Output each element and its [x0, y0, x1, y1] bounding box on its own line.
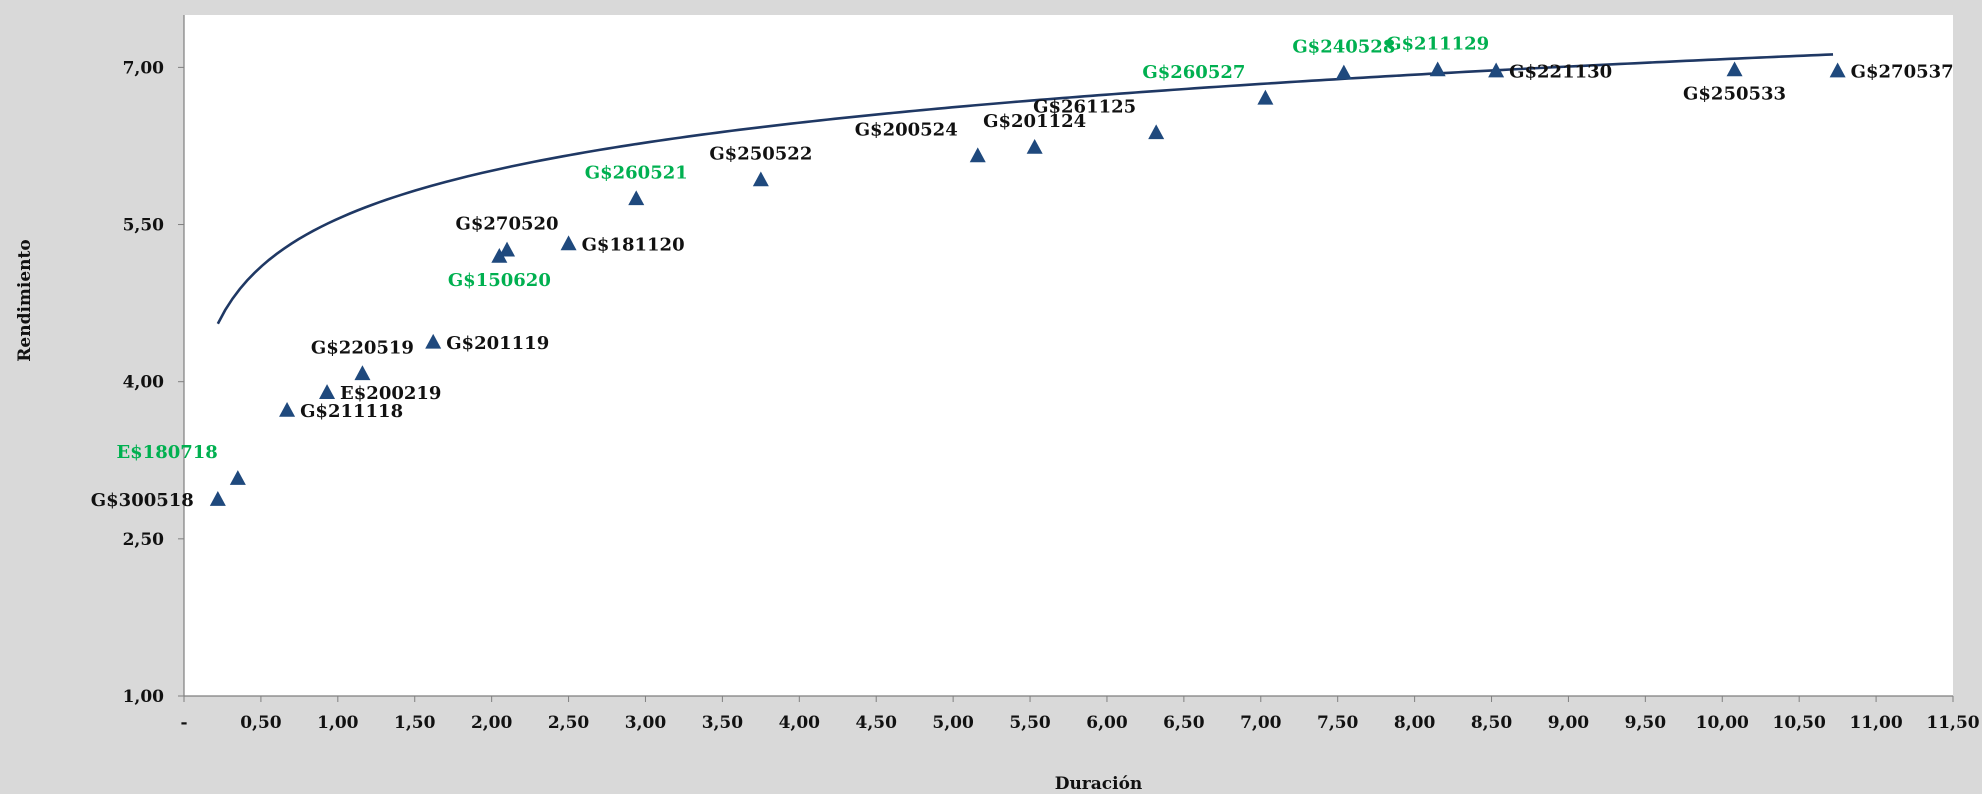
- x-tick-label: 7,00: [1240, 713, 1282, 733]
- data-point-label: G$150620: [448, 270, 551, 291]
- data-point-label: G$250533: [1683, 83, 1786, 104]
- data-point-label: G$260527: [1142, 62, 1245, 83]
- data-point-marker: [1829, 62, 1846, 78]
- data-point-label: G$211129: [1386, 33, 1489, 54]
- x-tick-label: 1,50: [394, 713, 436, 733]
- data-point-marker: [491, 247, 508, 263]
- data-point-marker: [1488, 62, 1505, 78]
- x-tick-label: 2,00: [471, 713, 513, 733]
- data-point-marker: [1429, 61, 1446, 77]
- data-point-label: G$240528: [1292, 37, 1395, 58]
- y-tick-label: 1,00: [123, 687, 165, 707]
- x-tick-label: 5,00: [932, 713, 974, 733]
- data-point-marker: [969, 147, 986, 163]
- data-point-marker: [1257, 89, 1274, 105]
- data-point-label: G$270520: [456, 214, 559, 235]
- data-point-marker: [425, 333, 442, 349]
- x-tick-label: 8,50: [1471, 713, 1513, 733]
- data-point-label: E$180718: [116, 442, 217, 463]
- y-axis-title: Rendimiento: [15, 239, 35, 361]
- data-point-label: G$260521: [585, 162, 688, 183]
- data-point-label: G$250522: [709, 143, 812, 164]
- data-point-marker: [1335, 64, 1352, 80]
- x-tick-label: 9,00: [1548, 713, 1590, 733]
- x-tick-label: 11,50: [1926, 713, 1979, 733]
- plot-area: [184, 15, 1953, 696]
- x-tick-label: 1,00: [317, 713, 359, 733]
- data-point-label: G$211118: [300, 401, 403, 422]
- data-point-marker: [319, 384, 336, 399]
- x-tick-label: 7,50: [1317, 713, 1359, 733]
- data-point-marker: [560, 235, 577, 251]
- data-point-label: G$270537: [1851, 62, 1954, 83]
- y-tick-label: 4,00: [123, 373, 165, 393]
- data-point-marker: [1026, 139, 1043, 154]
- x-tick-label: 2,50: [548, 713, 590, 733]
- x-tick-label: 5,50: [1009, 713, 1051, 733]
- x-tick-label: 3,50: [702, 713, 744, 733]
- data-point-label: G$261125: [1033, 96, 1136, 117]
- y-tick-label: 5,50: [123, 216, 165, 236]
- data-point-marker: [1726, 61, 1743, 77]
- x-tick-label: 11,00: [1849, 713, 1902, 733]
- data-point-label: G$300518: [91, 490, 194, 511]
- data-point-marker: [752, 171, 769, 187]
- x-tick-label: 4,00: [779, 713, 821, 733]
- data-point-marker: [209, 491, 226, 506]
- data-point-marker: [628, 190, 645, 206]
- y-tick-label: 2,50: [123, 530, 165, 550]
- data-point-marker: [354, 365, 371, 381]
- data-point-label: G$221130: [1509, 62, 1612, 83]
- x-axis-title: Duración: [1055, 774, 1143, 794]
- data-point-label: G$201124: [983, 111, 1086, 132]
- x-tick-label: 9,50: [1625, 713, 1667, 733]
- x-tick-label: 10,00: [1696, 713, 1749, 733]
- data-point-label: G$220519: [311, 337, 414, 358]
- x-tick-label: -: [180, 713, 187, 733]
- x-tick-label: 10,50: [1773, 713, 1826, 733]
- x-tick-label: 6,00: [1086, 713, 1128, 733]
- data-point-label: G$201119: [446, 333, 549, 354]
- x-tick-label: 0,50: [240, 713, 282, 733]
- y-tick-label: 7,00: [123, 58, 165, 78]
- x-tick-label: 8,00: [1394, 713, 1436, 733]
- data-point-marker: [499, 241, 516, 257]
- x-tick-label: 4,50: [856, 713, 898, 733]
- data-point-label: G$200524: [855, 119, 958, 140]
- data-point-marker: [279, 401, 296, 417]
- data-point-label: E$200219: [340, 383, 441, 404]
- x-tick-label: 3,00: [625, 713, 667, 733]
- trendline-curve: [216, 53, 1834, 325]
- data-point-marker: [229, 470, 246, 485]
- data-point-marker: [1148, 124, 1165, 140]
- data-point-label: G$181120: [582, 234, 685, 255]
- x-tick-label: 6,50: [1163, 713, 1205, 733]
